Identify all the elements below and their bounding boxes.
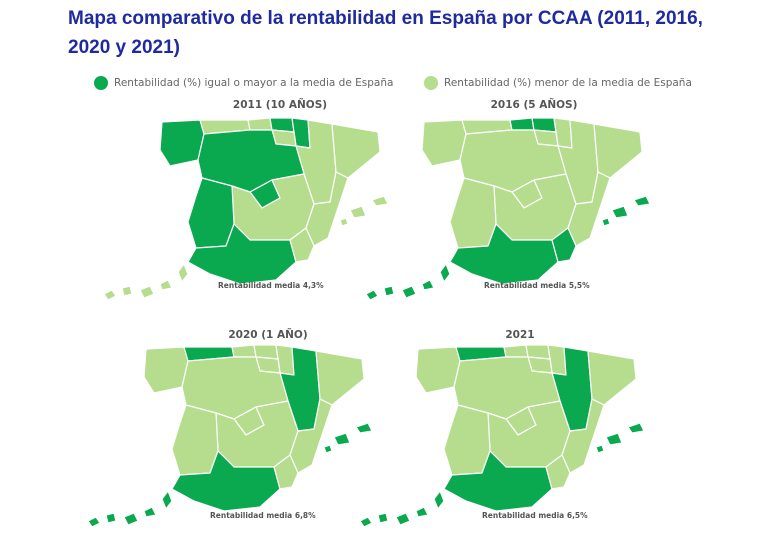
legend-above: Rentabilidad (%) igual o mayor a la medi… [94,76,393,90]
spain-map-2020 [87,344,373,528]
region-extremadura [171,404,219,476]
map-title-2011: 2011 (10 AÑOS) [232,99,328,111]
region-galicia [159,119,205,167]
region-cantabria [247,117,273,131]
region-murcia [551,227,577,263]
region-canarias [103,263,189,301]
region-cataluna [331,123,381,179]
region-murcia [289,227,315,263]
map-title-2016: 2016 (5 AÑOS) [490,99,578,111]
region-cataluna [587,350,637,406]
region-baleares [323,422,373,454]
region-murcia [545,454,571,490]
map-caption-2011: Rentabilidad media 4,3% [218,281,324,290]
region-canarias [365,263,451,301]
legend-above-label: Rentabilidad (%) igual o mayor a la medi… [114,77,394,89]
region-cataluna [593,123,643,179]
map-title-2020: 2020 (1 AÑO) [228,329,308,341]
map-title-2021: 2021 [505,329,535,341]
spain-map-2016 [365,117,651,301]
region-murcia [273,454,299,490]
region-galicia [415,346,461,394]
region-canarias [359,490,445,528]
map-caption-2016: Rentabilidad media 5,5% [484,281,590,290]
spain-map-2021 [359,344,645,528]
region-baleares [595,422,645,454]
region-baleares [601,195,651,227]
region-baleares [339,195,389,227]
region-extremadura [443,404,491,476]
page-title: Mapa comparativo de la rentabilidad en E… [68,8,703,58]
region-galicia [421,119,467,167]
map-caption-2021: Rentabilidad media 6,5% [482,511,588,520]
legend-below-swatch [424,76,438,90]
region-extremadura [187,177,235,249]
spain-map-2011 [103,117,389,301]
region-cantabria [509,117,535,131]
legend-below: Rentabilidad (%) menor de la media de Es… [424,76,692,90]
region-cataluna [315,350,365,406]
map-caption-2020: Rentabilidad media 6,8% [210,511,316,520]
region-cantabria [503,344,529,358]
legend-above-swatch [94,76,108,90]
region-canarias [87,490,173,528]
region-cantabria [231,344,257,358]
region-galicia [143,346,189,394]
legend-below-label: Rentabilidad (%) menor de la media de Es… [444,77,692,89]
region-extremadura [449,177,497,249]
